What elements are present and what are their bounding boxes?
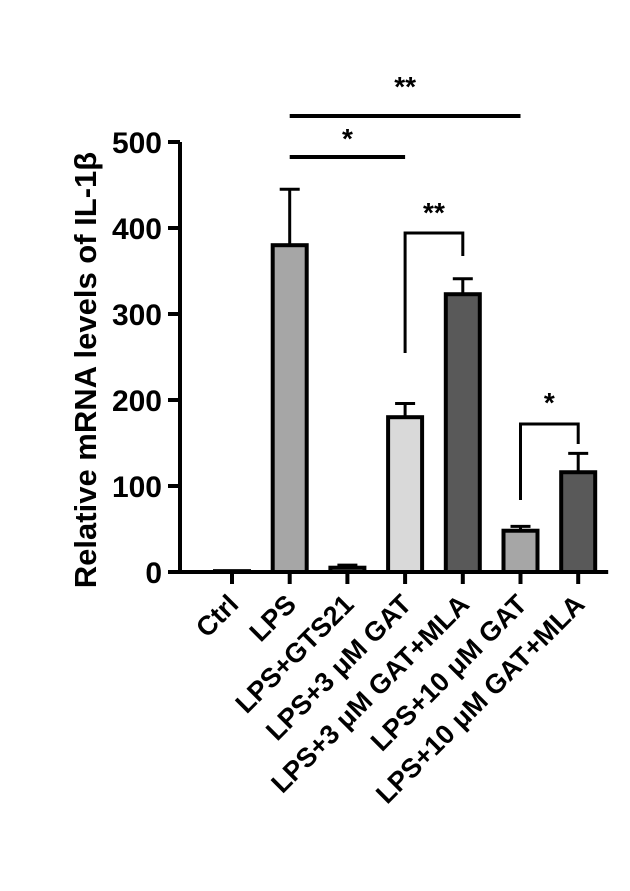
category-label: Ctrl [190,589,244,643]
significance-bracket [519,422,580,500]
y-axis: 0 100 200 300 400 500 [112,127,609,590]
y-tick-label: 300 [112,299,162,332]
significance-label: ** [423,197,445,228]
y-tick-label: 100 [112,471,162,504]
bar [213,569,251,575]
bar [328,565,367,575]
significance-label: ** [394,71,416,102]
y-tick-label: 0 [145,557,162,590]
error-bars [279,187,589,568]
y-tick-label: 400 [112,213,162,246]
significance-bracket [403,231,465,353]
y-axis-title: Relative mRNA levels of IL-1β [68,152,103,588]
bars [213,243,598,575]
bar [270,243,309,574]
significance-label: * [342,123,353,154]
bar [559,470,598,574]
y-tick-label: 500 [112,127,162,160]
significance-annotations: ****** [289,71,580,500]
bar [386,415,425,575]
bar [501,528,540,574]
y-tick-label: 200 [112,385,162,418]
bar [443,292,482,574]
significance-label: * [544,387,555,418]
